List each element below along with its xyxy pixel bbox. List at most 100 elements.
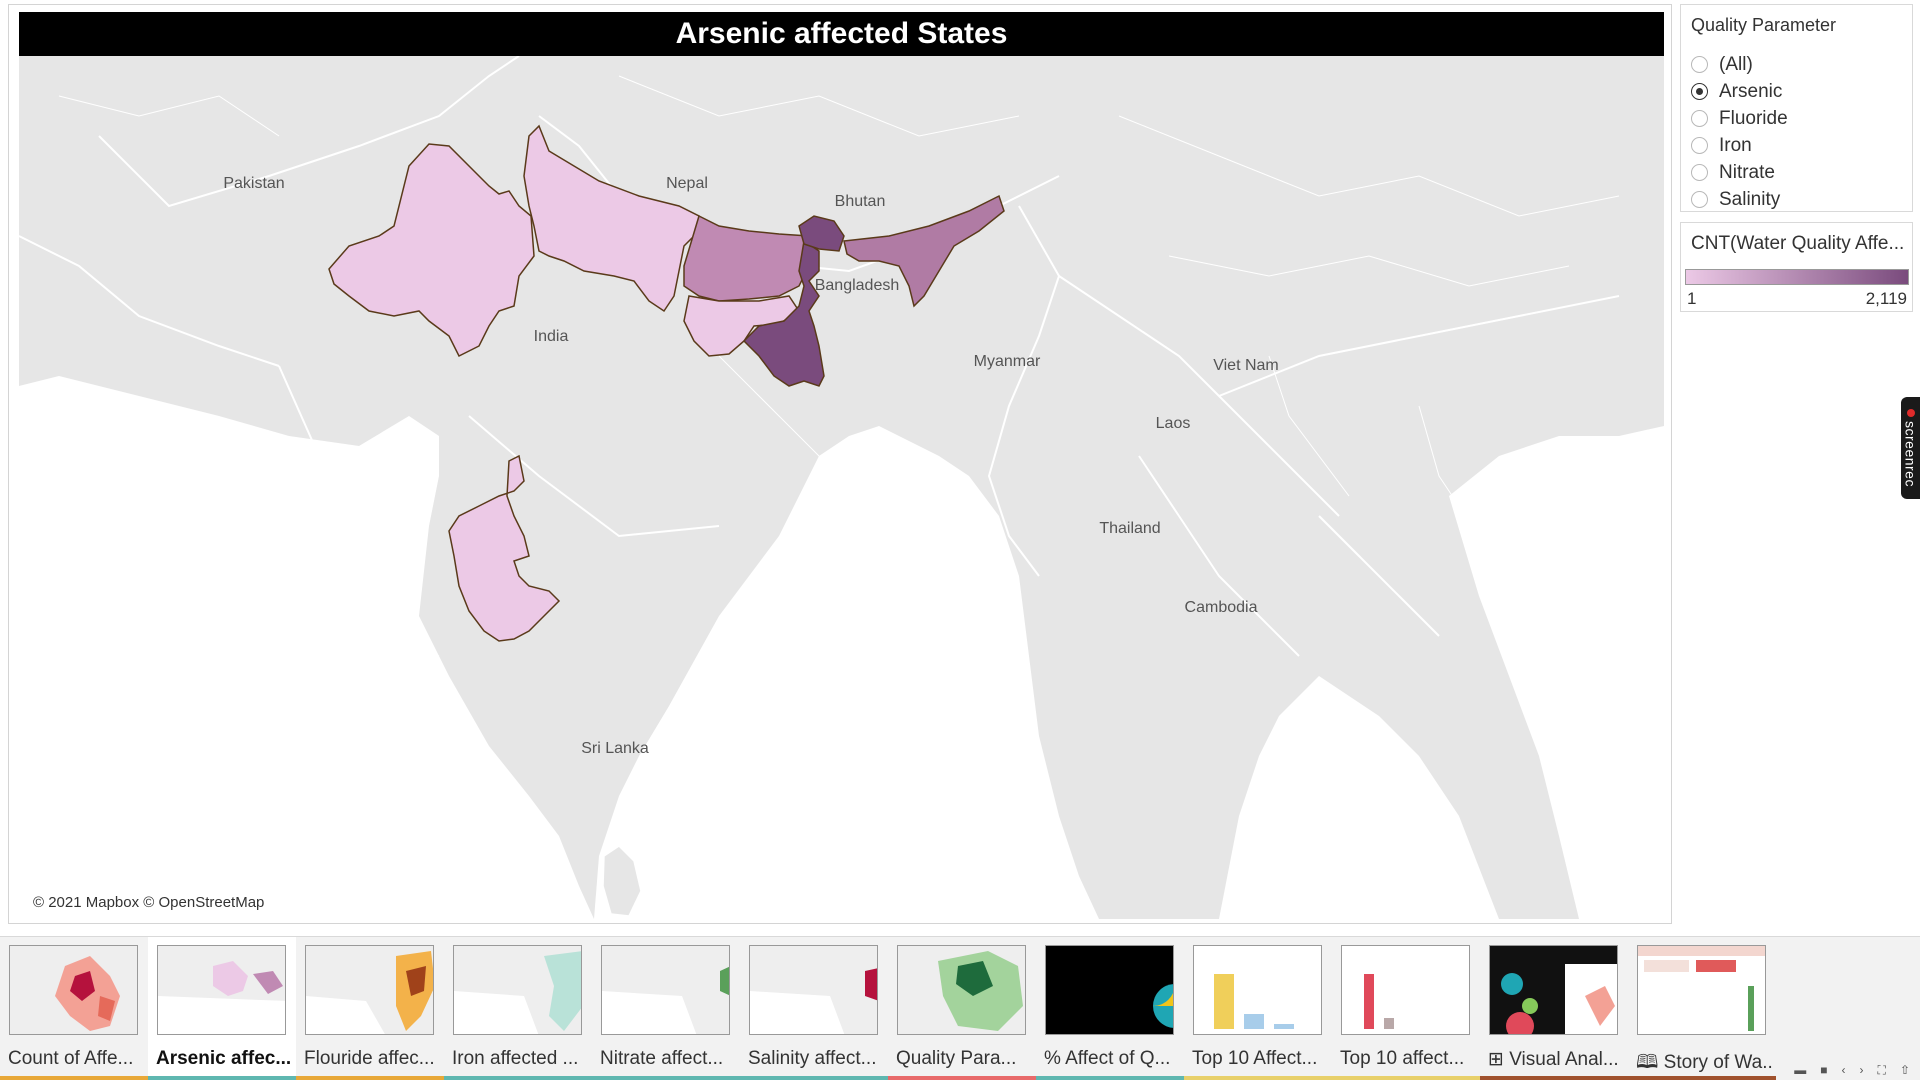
grid-icon[interactable]: ■ xyxy=(1820,1063,1828,1077)
tab-thumbnail xyxy=(749,945,878,1035)
tab-label: Count of Affe... xyxy=(8,1048,134,1069)
radio-icon[interactable] xyxy=(1691,164,1708,181)
share-icon[interactable]: ⇧ xyxy=(1899,1063,1910,1077)
filter-option-label: (All) xyxy=(1719,53,1753,75)
story-tab-salinity[interactable]: Salinity affect... xyxy=(740,937,888,1080)
filter-option-all[interactable]: (All) xyxy=(1691,51,1753,78)
label-myanmar: Myanmar xyxy=(974,353,1041,370)
label-bhutan: Bhutan xyxy=(835,193,886,210)
tab-color-bar xyxy=(1036,1076,1184,1080)
radio-selected-icon[interactable] xyxy=(1691,83,1708,100)
tab-label: Quality Para... xyxy=(896,1048,1017,1069)
strip-controls: ▬ ■ ‹ › ⛶ ⇧ xyxy=(1794,1063,1910,1078)
tab-color-bar xyxy=(888,1076,1036,1080)
radio-icon[interactable] xyxy=(1691,56,1708,73)
story-tab-arsenic[interactable]: Arsenic affec... xyxy=(148,937,296,1080)
screenrec-label: screenrec xyxy=(1902,421,1919,487)
tab-label: Flouride affec... xyxy=(304,1048,435,1069)
state-assam xyxy=(843,194,1005,308)
story-tab-top10-a[interactable]: Top 10 Affect... xyxy=(1184,937,1332,1080)
filter-option-label: Nitrate xyxy=(1719,161,1775,183)
filter-option-salinity[interactable]: Salinity xyxy=(1691,186,1780,213)
layout-icon[interactable]: ▬ xyxy=(1794,1063,1807,1077)
state-uttar-pradesh xyxy=(523,124,700,313)
color-legend: CNT(Water Quality Affe... 1 2,119 xyxy=(1680,222,1913,312)
filter-option-label: Fluoride xyxy=(1719,107,1788,129)
label-sri-lanka: Sri Lanka xyxy=(581,740,649,757)
state-karnataka xyxy=(448,454,561,642)
story-tab-fluoride[interactable]: Flouride affec... xyxy=(296,937,444,1080)
story-tab-top10-b[interactable]: Top 10 affect... xyxy=(1332,937,1480,1080)
record-icon xyxy=(1906,409,1915,418)
filter-option-fluoride[interactable]: Fluoride xyxy=(1691,105,1788,132)
tab-thumbnail xyxy=(305,945,434,1035)
state-jharkhand xyxy=(683,295,801,357)
tab-label: 🕮 Story of Wa... xyxy=(1636,1052,1774,1073)
tab-color-bar xyxy=(0,1076,148,1080)
tab-thumbnail xyxy=(157,945,286,1035)
filter-title: Quality Parameter xyxy=(1691,15,1837,35)
label-viet-nam: Viet Nam xyxy=(1213,357,1279,374)
tab-color-bar xyxy=(592,1076,740,1080)
tab-color-bar xyxy=(296,1076,444,1080)
tab-thumbnail xyxy=(1341,945,1470,1035)
label-thailand: Thailand xyxy=(1099,520,1160,537)
map-view[interactable]: Pakistan Nepal Bhutan Bangladesh India M… xyxy=(19,56,1664,919)
tab-color-bar xyxy=(1332,1076,1480,1080)
legend-min-value: 1 xyxy=(1687,289,1697,308)
tab-thumbnail xyxy=(601,945,730,1035)
map-canvas[interactable]: Pakistan Nepal Bhutan Bangladesh India M… xyxy=(19,56,1664,919)
state-west-bengal xyxy=(742,239,825,387)
quality-parameter-filter: Quality Parameter (All) Arsenic Fluoride… xyxy=(1680,4,1913,212)
filter-option-arsenic[interactable]: Arsenic xyxy=(1691,78,1782,105)
tab-label: Iron affected ... xyxy=(452,1048,579,1069)
radio-icon[interactable] xyxy=(1691,110,1708,127)
tab-thumbnail xyxy=(1637,945,1766,1035)
next-icon[interactable]: › xyxy=(1859,1063,1864,1077)
screenrec-widget[interactable]: screenrec xyxy=(1901,397,1920,499)
legend-max-value: 2,119 xyxy=(1865,289,1907,308)
tab-thumbnail xyxy=(453,945,582,1035)
tab-label: Top 10 Affect... xyxy=(1192,1048,1318,1069)
filter-option-nitrate[interactable]: Nitrate xyxy=(1691,159,1775,186)
tab-color-bar xyxy=(148,1076,296,1080)
tab-thumbnail xyxy=(897,945,1026,1035)
tab-thumbnail xyxy=(1045,945,1174,1035)
tab-label: Top 10 affect... xyxy=(1340,1048,1465,1069)
tab-color-bar xyxy=(444,1076,592,1080)
label-india: India xyxy=(534,328,569,345)
label-nepal: Nepal xyxy=(666,175,708,192)
fullscreen-icon[interactable]: ⛶ xyxy=(1877,1063,1886,1077)
tab-thumbnail xyxy=(9,945,138,1035)
tab-thumbnail xyxy=(1489,945,1618,1035)
tab-color-bar xyxy=(1184,1076,1332,1080)
story-tab-visual-analytics[interactable]: ⊞ Visual Anal... xyxy=(1480,937,1628,1080)
tab-color-bar xyxy=(1628,1076,1776,1080)
tab-label: ⊞ Visual Anal... xyxy=(1488,1049,1619,1070)
tab-label: Salinity affect... xyxy=(748,1048,877,1069)
story-tab-iron[interactable]: Iron affected ... xyxy=(444,937,592,1080)
state-rajasthan xyxy=(328,143,535,358)
prev-icon[interactable]: ‹ xyxy=(1841,1063,1846,1077)
radio-icon[interactable] xyxy=(1691,191,1708,208)
story-tab-story[interactable]: 🕮 Story of Wa... xyxy=(1628,937,1776,1080)
tab-color-bar xyxy=(1480,1076,1628,1080)
story-tab-nitrate[interactable]: Nitrate affect... xyxy=(592,937,740,1080)
state-sikkim xyxy=(798,215,845,252)
legend-color-ramp xyxy=(1685,269,1909,285)
label-pakistan: Pakistan xyxy=(223,175,284,192)
filter-option-iron[interactable]: Iron xyxy=(1691,132,1752,159)
radio-icon[interactable] xyxy=(1691,137,1708,154)
label-bangladesh: Bangladesh xyxy=(815,277,900,294)
state-bihar xyxy=(683,214,820,302)
story-tab-quality-param[interactable]: Quality Para... xyxy=(888,937,1036,1080)
filter-option-label: Salinity xyxy=(1719,188,1781,210)
map-attribution[interactable]: © 2021 Mapbox © OpenStreetMap xyxy=(33,894,265,911)
story-tab-count[interactable]: Count of Affe... xyxy=(0,937,148,1080)
filter-option-label: Iron xyxy=(1719,134,1752,156)
label-laos: Laos xyxy=(1156,415,1191,432)
map-title: Arsenic affected States xyxy=(19,12,1664,56)
tab-label: % Affect of Q... xyxy=(1044,1048,1171,1069)
story-tab-percent-affect[interactable]: % Affect of Q... xyxy=(1036,937,1184,1080)
